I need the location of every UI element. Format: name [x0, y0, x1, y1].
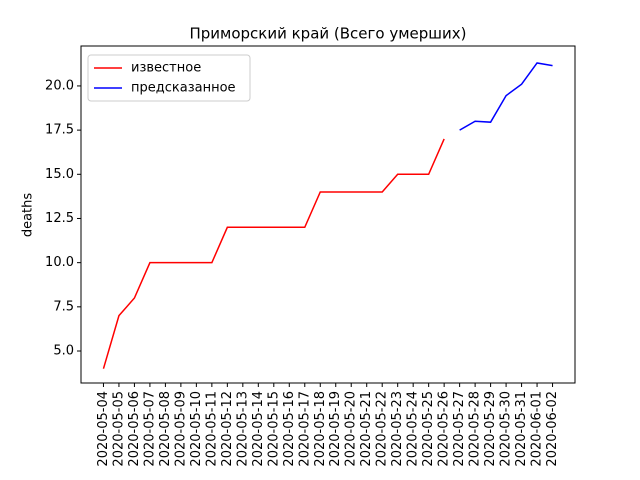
x-tick-label: 2020-05-17 — [297, 391, 312, 467]
x-tick-label: 2020-05-15 — [266, 391, 281, 467]
plot-frame — [80, 45, 576, 384]
legend-label: известное — [131, 61, 201, 76]
x-tick-label: 2020-05-25 — [421, 391, 436, 467]
series-line — [102, 138, 445, 369]
legend-label: предсказанное — [131, 81, 236, 96]
x-tick-label: 2020-05-28 — [468, 391, 483, 467]
x-tick-label: 2020-05-10 — [189, 391, 204, 467]
x-tick-label: 2020-05-19 — [328, 391, 343, 467]
x-tick-label: 2020-05-23 — [390, 391, 405, 467]
y-tick-label: 17.5 — [45, 123, 74, 138]
x-tick-label: 2020-05-26 — [437, 391, 452, 467]
y-tick-label: 10.0 — [45, 255, 74, 270]
y-tick-label: 20.0 — [45, 78, 74, 93]
x-tick-label: 2020-06-01 — [530, 391, 545, 467]
x-tick-label: 2020-05-30 — [499, 391, 514, 467]
x-tick-label: 2020-05-12 — [220, 391, 235, 467]
x-tick-label: 2020-05-27 — [452, 391, 467, 467]
y-tick-label: 12.5 — [45, 211, 74, 226]
x-tick-label: 2020-05-07 — [142, 391, 157, 467]
chart-title: Приморский край (Всего умерших) — [189, 25, 466, 43]
x-tick-label: 2020-05-04 — [96, 391, 111, 467]
y-tick-label: 7.5 — [53, 299, 74, 314]
x-tick-label: 2020-05-21 — [359, 391, 374, 467]
y-tick-label: 5.0 — [53, 344, 74, 359]
x-tick-label: 2020-05-08 — [158, 391, 173, 467]
x-tick-label: 2020-05-09 — [173, 391, 188, 467]
x-tick-label: 2020-06-02 — [545, 391, 560, 467]
x-tick-label: 2020-05-13 — [235, 391, 250, 467]
y-tick-label: 15.0 — [45, 167, 74, 182]
x-tick-label: 2020-05-31 — [514, 391, 529, 467]
x-tick-label: 2020-05-06 — [127, 391, 142, 467]
x-tick-label: 2020-05-20 — [344, 391, 359, 467]
legend-box — [87, 54, 251, 102]
x-tick-label: 2020-05-29 — [483, 391, 498, 467]
x-tick-label: 2020-05-05 — [111, 391, 126, 467]
x-tick-label: 2020-05-14 — [251, 391, 266, 467]
x-tick-label: 2020-05-22 — [375, 391, 390, 467]
x-tick-label: 2020-05-18 — [313, 391, 328, 467]
x-tick-label: 2020-05-11 — [204, 391, 219, 467]
y-axis-label: deaths — [21, 193, 36, 238]
x-tick-label: 2020-05-16 — [282, 391, 297, 467]
series-line — [459, 62, 553, 131]
x-tick-label: 2020-05-24 — [406, 391, 421, 467]
